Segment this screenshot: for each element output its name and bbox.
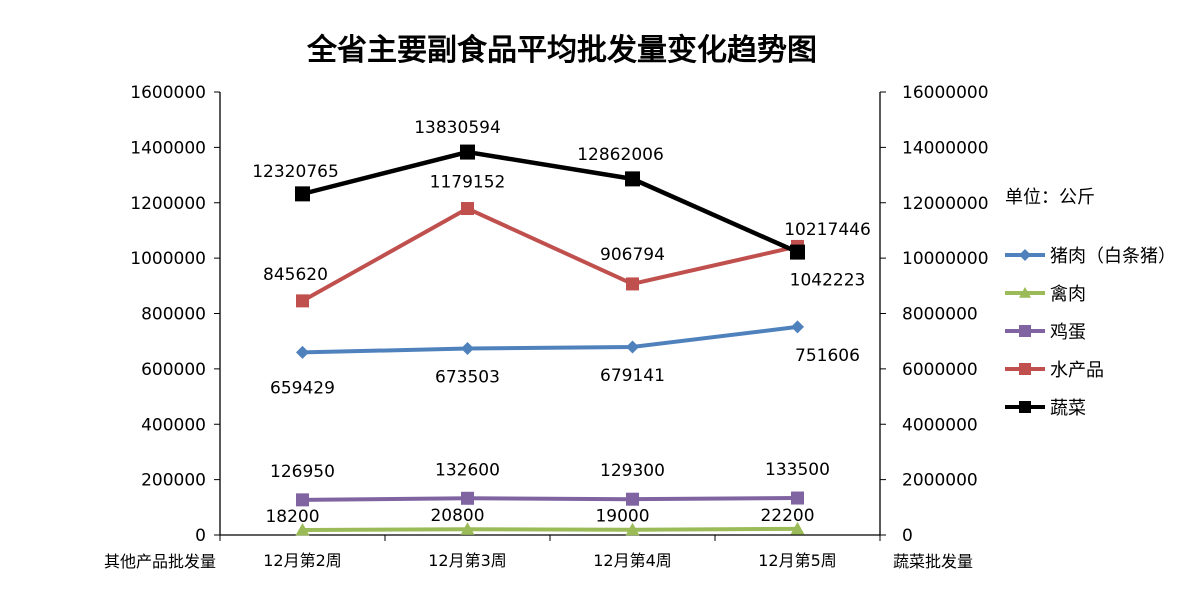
data-labels: 659429 673503 679141 751606 18200 20800 19000 2…: [252, 118, 871, 527]
y-right-tick-label: 2000000: [902, 471, 978, 491]
legend-marker: [1019, 325, 1031, 337]
data-label: 22200: [760, 506, 814, 526]
data-point: [296, 345, 309, 359]
series-水产品: [296, 202, 804, 308]
series-line: [302, 324, 798, 355]
unit-note: 单位：公斤: [1005, 187, 1095, 208]
y-left-tick-label: 0: [195, 526, 206, 546]
legend-marker: [1019, 249, 1031, 261]
y-left-tick-label: 1600000: [130, 83, 206, 103]
legend-label: 水产品: [1050, 360, 1104, 381]
legend-item: 鸡蛋: [1005, 322, 1086, 343]
y-right-tick-label: 10000000: [902, 249, 989, 269]
data-point: [461, 342, 474, 356]
y-right-tick-label: 14000000: [902, 138, 989, 158]
legend-label: 鸡蛋: [1050, 322, 1086, 343]
legend-item: 猪肉（白条猪）: [1005, 246, 1176, 267]
data-label: 12862006: [577, 145, 664, 165]
data-point: [295, 522, 310, 536]
data-label: 659429: [270, 378, 335, 398]
y-left-tick-label: 1000000: [130, 249, 206, 269]
data-label: 1042223: [790, 270, 866, 290]
data-point: [296, 493, 309, 507]
series-禽肉: [295, 521, 805, 536]
legend-item: 禽肉: [1005, 284, 1086, 305]
series-line: [302, 496, 798, 502]
data-point: [626, 277, 639, 291]
data-point: [625, 522, 640, 536]
series-line: [301, 206, 798, 303]
y-left-tick-label: 1400000: [130, 138, 206, 158]
data-point: [626, 340, 639, 354]
data-label: 19000: [595, 507, 649, 527]
data-point: [460, 522, 475, 535]
y-right-tick-label: 0: [902, 526, 913, 546]
series-蔬菜: [295, 144, 805, 260]
data-label: 12320765: [252, 162, 339, 182]
data-point: [791, 320, 804, 334]
y-right-tick-label: 12000000: [902, 194, 989, 214]
x-tick-label: 12月第3周: [428, 551, 507, 570]
y-left-tick-label: 600000: [141, 360, 206, 380]
data-point: [461, 491, 474, 505]
y-left-tick-label: 200000: [141, 471, 206, 491]
data-point: [626, 492, 639, 506]
data-point: [625, 171, 640, 187]
series-鸡蛋: [296, 491, 804, 507]
y-axis-right-label: 蔬菜批发量: [893, 552, 973, 571]
y-right-tick-label: 6000000: [902, 360, 978, 380]
legend-label: 蔬菜: [1050, 398, 1086, 419]
y-left-tick-label: 800000: [141, 305, 206, 325]
y-left-tick-label: 400000: [141, 415, 206, 435]
x-tick-label: 12月第5周: [758, 551, 837, 570]
legend-item: 蔬菜: [1005, 398, 1086, 419]
data-point: [295, 186, 310, 202]
y-axis-left-label: 其他产品批发量: [104, 552, 216, 571]
data-label: 673503: [435, 368, 500, 388]
chart-title: 全省主要副食品平均批发量变化趋势图: [306, 33, 817, 68]
data-label: 751606: [795, 346, 860, 366]
data-label: 1179152: [430, 173, 506, 193]
data-point: [790, 244, 805, 260]
data-label: 906794: [600, 245, 665, 265]
data-label: 845620: [263, 265, 328, 285]
y-left-tick-label: 1200000: [130, 194, 206, 214]
data-point: [791, 491, 804, 505]
legend-marker: [1019, 363, 1031, 375]
data-label: 133500: [765, 460, 830, 480]
data-point: [460, 144, 475, 160]
legend-marker: [1019, 401, 1031, 413]
data-label: 18200: [265, 507, 319, 527]
data-point: [296, 294, 309, 308]
data-label: 126950: [270, 462, 335, 482]
data-label: 129300: [600, 461, 665, 481]
x-tick-label: 12月第4周: [593, 551, 672, 570]
series-猪肉（白条猪）: [296, 320, 804, 359]
data-label: 132600: [435, 460, 500, 480]
y-right-tick-label: 16000000: [902, 83, 989, 103]
data-point: [790, 521, 805, 535]
y-right-tick-label: 4000000: [902, 415, 978, 435]
data-label: 20800: [430, 506, 484, 526]
legend-marker: [1019, 287, 1031, 298]
series-layer: [295, 144, 805, 536]
axes: 0 0 200000 2000000 400000 4000000 600000 600000…: [130, 83, 988, 570]
y-right-tick-label: 8000000: [902, 305, 978, 325]
series-line: [301, 149, 799, 255]
legend-label: 猪肉（白条猪）: [1050, 246, 1176, 267]
data-label: 10217446: [784, 220, 871, 240]
data-label: 13830594: [414, 118, 501, 138]
data-label: 679141: [600, 366, 665, 386]
data-point: [461, 202, 474, 216]
series-line: [302, 526, 798, 532]
legend-label: 禽肉: [1050, 284, 1086, 305]
legend-item: 水产品: [1005, 360, 1104, 381]
x-tick-label: 12月第2周: [263, 551, 342, 570]
